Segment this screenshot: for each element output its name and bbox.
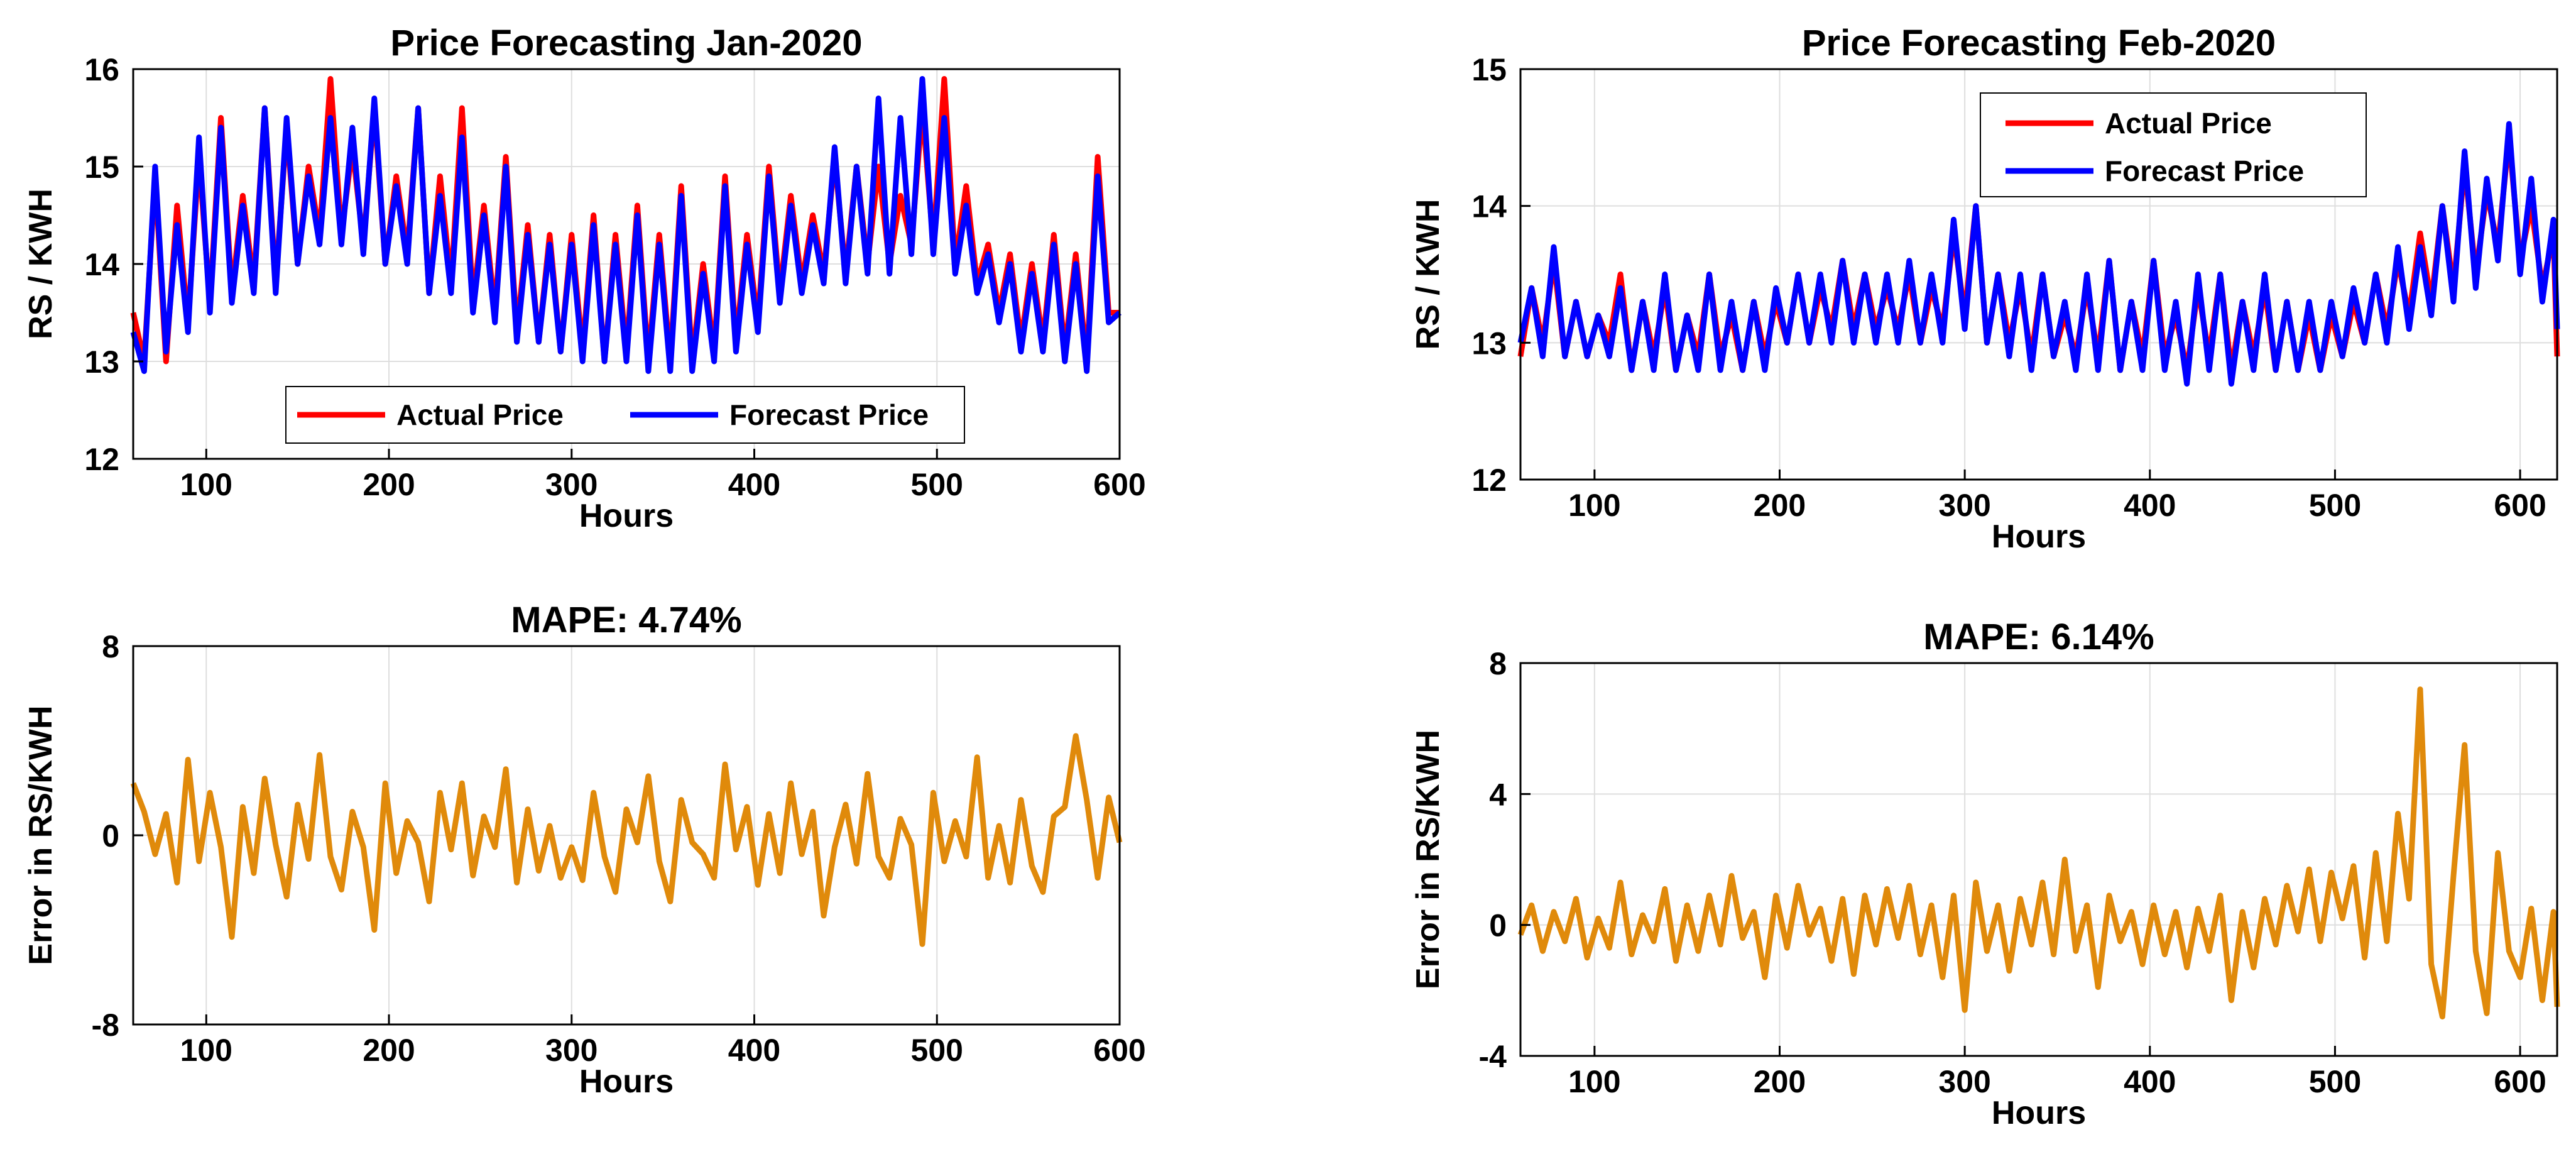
- series-line-0: [1517, 686, 2560, 1019]
- x-tick-label: 100: [1568, 488, 1620, 523]
- y-tick-label: 0: [102, 818, 119, 854]
- y-tick-label: 16: [84, 52, 119, 87]
- x-tick-label: 100: [1568, 1064, 1620, 1099]
- chart-title: Price Forecasting Jan-2020: [390, 23, 862, 63]
- x-tick-label: 600: [2494, 488, 2546, 523]
- legend: Actual Price Forecast Price: [1980, 92, 2367, 197]
- y-axis-label: RS / KWH: [1410, 199, 1446, 350]
- chart-jan-price: 100 200 300 400 500 600 12 13 14 15 16 Price Foreca…: [23, 23, 1146, 534]
- series-line-0: [130, 733, 1123, 947]
- x-tick-label: 500: [2309, 1064, 2361, 1099]
- plot-area: [1520, 663, 2557, 1056]
- y-tick-label: -4: [1479, 1039, 1507, 1074]
- legend-label-0: Actual Price: [2105, 107, 2272, 140]
- y-tick-label: -8: [92, 1008, 119, 1043]
- x-tick-label: 300: [545, 467, 598, 502]
- y-tick-label: 0: [1489, 908, 1507, 943]
- x-tick-label: 200: [363, 467, 415, 502]
- y-axis-label: Error in RS/KWH: [23, 705, 59, 965]
- y-tick-label: 12: [84, 442, 119, 477]
- y-axis-label: RS / KWH: [23, 189, 59, 339]
- legend: Actual Price Forecast Price: [285, 386, 965, 444]
- chart-jan-error: 100 200 300 400 500 600 -8 0 8 MAPE: 4.74% Hours Er…: [23, 600, 1146, 1100]
- y-tick-label: 15: [84, 150, 119, 185]
- x-axis-label: Hours: [1992, 1095, 2086, 1131]
- legend-label-1: Forecast Price: [729, 398, 929, 431]
- y-tick-label: 8: [1489, 646, 1507, 681]
- chart-feb-price: 100 200 300 400 500 600 12 13 14 15 Price Forecast…: [1410, 23, 2560, 555]
- x-tick-label: 400: [728, 1033, 780, 1068]
- y-tick-label: 14: [1471, 189, 1507, 224]
- x-tick-label: 200: [1754, 488, 1806, 523]
- x-tick-label: 300: [545, 1033, 598, 1068]
- x-tick-label: 400: [2124, 1064, 2176, 1099]
- y-tick-label: 4: [1489, 777, 1507, 812]
- x-tick-label: 600: [1093, 467, 1145, 502]
- y-axis-label: Error in RS/KWH: [1410, 730, 1446, 989]
- chart-title: Price Forecasting Feb-2020: [1802, 23, 2276, 63]
- x-tick-label: 500: [2309, 488, 2361, 523]
- x-tick-label: 600: [2494, 1064, 2546, 1099]
- x-tick-label: 200: [363, 1033, 415, 1068]
- series-line-1: [130, 76, 1122, 374]
- y-tick-label: 8: [102, 629, 119, 664]
- x-tick-label: 300: [1938, 488, 1990, 523]
- chart-title: MAPE: 4.74%: [511, 600, 741, 640]
- x-axis-label: Hours: [579, 498, 674, 534]
- axes-box: [1519, 68, 2558, 481]
- chart-title: MAPE: 6.14%: [1923, 617, 2154, 657]
- x-axis-label: Hours: [579, 1063, 674, 1100]
- legend-box: [285, 386, 965, 444]
- x-tick-label: 600: [1093, 1033, 1145, 1068]
- series-line-1: [1517, 121, 2560, 387]
- y-tick-label: 12: [1471, 463, 1507, 498]
- axes-box: [1519, 662, 2558, 1057]
- x-tick-label: 100: [180, 467, 232, 502]
- legend-label-0: Actual Price: [396, 398, 564, 431]
- chart-feb-error: 100 200 300 400 500 600 -4 0 4 8 MAPE: 6.14% Hours E…: [1410, 617, 2560, 1131]
- y-tick-label: 13: [1471, 326, 1507, 361]
- x-tick-label: 500: [911, 1033, 963, 1068]
- x-axis-label: Hours: [1992, 519, 2086, 555]
- y-tick-label: 15: [1471, 52, 1507, 87]
- legend-box: [1980, 92, 2367, 197]
- legend-label-1: Forecast Price: [2105, 155, 2304, 187]
- y-tick-label: 13: [84, 344, 119, 380]
- x-tick-label: 400: [2124, 488, 2176, 523]
- x-tick-label: 300: [1938, 1064, 1990, 1099]
- x-tick-label: 200: [1754, 1064, 1806, 1099]
- y-tick-label: 14: [84, 247, 119, 282]
- x-tick-label: 500: [911, 467, 963, 502]
- x-tick-label: 400: [728, 467, 780, 502]
- x-tick-label: 100: [180, 1033, 232, 1068]
